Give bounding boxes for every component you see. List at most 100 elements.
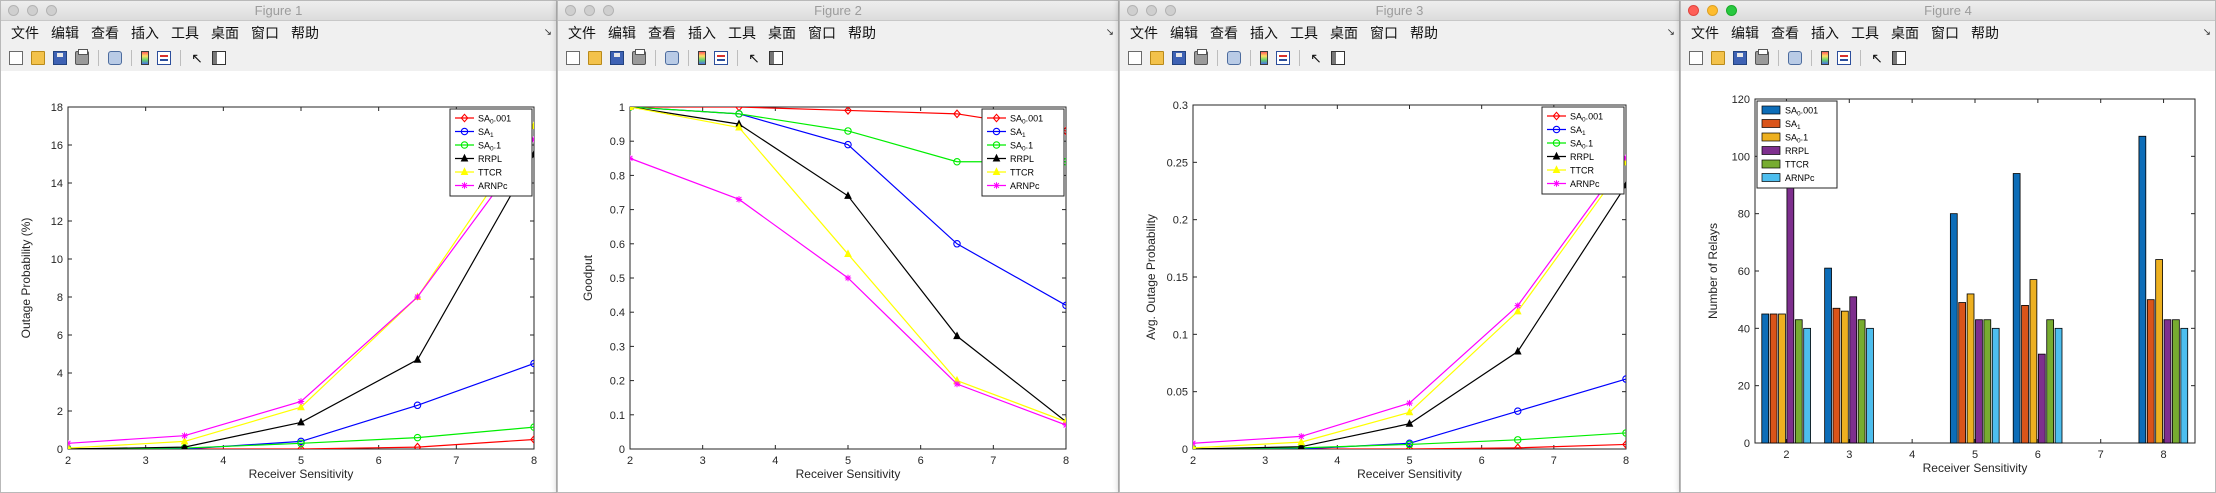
new-figure-icon[interactable] (9, 51, 23, 65)
insert-legend-icon[interactable] (157, 51, 171, 65)
property-inspector-icon[interactable] (1892, 51, 1906, 65)
insert-colorbar-icon[interactable] (1260, 51, 1268, 65)
menu-item-1[interactable]: 编辑 (51, 25, 79, 41)
menu-item-0[interactable]: 文件 (1130, 25, 1158, 41)
property-inspector-icon[interactable] (1331, 51, 1345, 65)
menu-item-5[interactable]: 桌面 (211, 25, 239, 41)
plot-canvas[interactable]: 0 0.1 0.2 0.3 0.4 0.5 0.6 0.7 0.8 0.9 1 2 3 4 5 6 7 8 Rece… (558, 71, 1118, 493)
menu-item-4[interactable]: 工具 (728, 25, 756, 41)
new-figure-icon[interactable] (566, 51, 580, 65)
menu-item-5[interactable]: 桌面 (768, 25, 796, 41)
menu-item-2[interactable]: 查看 (648, 25, 676, 41)
save-icon[interactable] (610, 51, 624, 65)
dock-arrow-icon[interactable]: ↘ (1666, 27, 1675, 38)
bar-rrpl (2163, 319, 2172, 444)
link-plot-icon[interactable] (108, 51, 122, 65)
print-icon[interactable] (75, 49, 89, 65)
menu-item-6[interactable]: 窗口 (1931, 25, 1959, 41)
menu-item-6[interactable]: 窗口 (251, 25, 279, 41)
close-button[interactable] (8, 5, 19, 16)
link-plot-icon[interactable] (1227, 51, 1241, 65)
edit-plot-arrow-icon[interactable]: ↖ (1310, 50, 1322, 66)
open-file-icon[interactable] (31, 51, 45, 65)
edit-plot-arrow-icon[interactable]: ↖ (748, 50, 760, 66)
zoom-button[interactable] (1726, 5, 1737, 16)
menu-item-1[interactable]: 编辑 (1731, 25, 1759, 41)
y-tick-label: 0.15 (1167, 272, 1188, 284)
insert-legend-icon[interactable] (1276, 51, 1290, 65)
print-icon[interactable] (632, 49, 646, 65)
menu-item-7[interactable]: 帮助 (1971, 25, 1999, 41)
save-icon[interactable] (53, 51, 67, 65)
menu-item-4[interactable]: 工具 (1851, 25, 1879, 41)
menu-item-6[interactable]: 窗口 (808, 25, 836, 41)
edit-plot-arrow-icon[interactable]: ↖ (191, 50, 203, 66)
close-button[interactable] (1127, 5, 1138, 16)
save-icon[interactable] (1733, 51, 1747, 65)
menu-item-6[interactable]: 窗口 (1370, 25, 1398, 41)
insert-legend-icon[interactable] (1837, 51, 1851, 65)
menu-item-0[interactable]: 文件 (11, 25, 39, 41)
plot-canvas[interactable]: 0 0.05 0.1 0.15 0.2 0.25 0.3 2 3 4 5 6 7 8 Receiver Se… (1120, 71, 1679, 493)
save-icon[interactable] (1172, 51, 1186, 65)
open-file-icon[interactable] (1150, 51, 1164, 65)
menu-item-1[interactable]: 编辑 (608, 25, 636, 41)
plot-canvas[interactable]: 0 20 40 60 80 100 120 2 3 4 5 6 7 8 Receiver Sensitivi… (1681, 71, 2215, 493)
menu-item-3[interactable]: 插入 (131, 25, 159, 41)
minimize-button[interactable] (27, 5, 38, 16)
menu-item-3[interactable]: 插入 (1811, 25, 1839, 41)
menu-item-4[interactable]: 工具 (171, 25, 199, 41)
print-icon[interactable] (1755, 49, 1769, 65)
print-icon[interactable] (1194, 49, 1208, 65)
menu-item-1[interactable]: 编辑 (1170, 25, 1198, 41)
new-figure-icon[interactable] (1128, 51, 1142, 65)
new-figure-icon[interactable] (1689, 51, 1703, 65)
menu-item-4[interactable]: 工具 (1290, 25, 1318, 41)
insert-colorbar-icon[interactable] (1821, 51, 1829, 65)
menu-item-0[interactable]: 文件 (568, 25, 596, 41)
menu-item-3[interactable]: 插入 (1250, 25, 1278, 41)
menu-item-5[interactable]: 桌面 (1891, 25, 1919, 41)
plot-lines (68, 121, 534, 449)
close-button[interactable] (1688, 5, 1699, 16)
close-button[interactable] (565, 5, 576, 16)
minimize-button[interactable] (1146, 5, 1157, 16)
menu-item-7[interactable]: 帮助 (1410, 25, 1438, 41)
insert-legend-icon[interactable] (714, 51, 728, 65)
dock-arrow-icon[interactable]: ↘ (543, 27, 552, 38)
menu-item-5[interactable]: 桌面 (1330, 25, 1358, 41)
insert-colorbar-icon[interactable] (698, 51, 706, 65)
menu-item-7[interactable]: 帮助 (291, 25, 319, 41)
zoom-button[interactable] (46, 5, 57, 16)
legend-entry-sa_001: SA0.001 (1761, 106, 1818, 118)
zoom-button[interactable] (603, 5, 614, 16)
menu-item-7[interactable]: 帮助 (848, 25, 876, 41)
zoom-button[interactable] (1165, 5, 1176, 16)
bar-arnpc (1803, 327, 1811, 444)
data-point (953, 380, 961, 388)
property-inspector-icon[interactable] (769, 51, 783, 65)
insert-colorbar-icon[interactable] (141, 51, 149, 65)
link-plot-icon[interactable] (1788, 51, 1802, 65)
menu-item-2[interactable]: 查看 (1210, 25, 1238, 41)
minimize-button[interactable] (584, 5, 595, 16)
x-tick-label: 7 (453, 455, 459, 467)
menu-item-2[interactable]: 查看 (91, 25, 119, 41)
minimize-button[interactable] (1707, 5, 1718, 16)
menu-item-2[interactable]: 查看 (1771, 25, 1799, 41)
open-file-icon[interactable] (1711, 51, 1725, 65)
dock-arrow-icon[interactable]: ↘ (1105, 27, 1114, 38)
menu-item-0[interactable]: 文件 (1691, 25, 1719, 41)
legend-marker (993, 182, 1000, 189)
menu-item-3[interactable]: 插入 (688, 25, 716, 41)
link-plot-icon[interactable] (665, 51, 679, 65)
open-file-icon[interactable] (588, 51, 602, 65)
property-inspector-icon[interactable] (212, 51, 226, 65)
dock-arrow-icon[interactable]: ↘ (2202, 27, 2211, 38)
edit-plot-arrow-icon[interactable]: ↖ (1871, 50, 1883, 66)
